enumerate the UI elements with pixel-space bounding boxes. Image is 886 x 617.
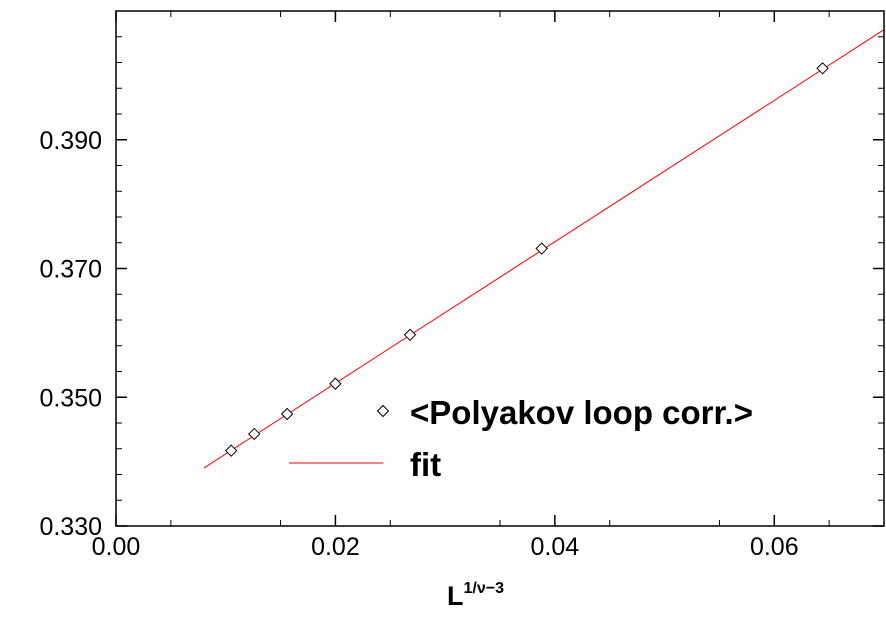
- x-tick-label: 0.06: [750, 533, 799, 561]
- x-axis-label-base: L: [447, 581, 464, 611]
- x-tick-label: 0.00: [92, 533, 141, 561]
- x-axis-label-superscript: 1/ν−3: [464, 580, 505, 597]
- data-point: [280, 407, 294, 421]
- data-point: [535, 242, 548, 255]
- y-tick-label: 0.330: [39, 513, 102, 541]
- legend-diamond-marker: [376, 404, 390, 418]
- x-axis-label: L1/ν−3: [447, 580, 504, 611]
- y-tick-label: 0.390: [39, 127, 102, 155]
- marker-layer: [224, 62, 829, 457]
- x-tick-label: 0.02: [311, 533, 360, 561]
- x-tick-label: 0.04: [531, 533, 580, 561]
- data-point: [403, 328, 417, 342]
- x-tick-labels: 0.00 0.02 0.04 0.06: [92, 533, 799, 561]
- y-tick-labels: 0.330 0.350 0.370 0.390: [39, 127, 102, 541]
- y-tick-label: 0.350: [39, 384, 102, 412]
- legend-label-polyakov: <Polyakov loop corr.>: [410, 394, 753, 431]
- data-point: [816, 62, 829, 75]
- legend: <Polyakov loop corr.> fit: [289, 394, 753, 483]
- y-tick-label: 0.370: [39, 256, 102, 284]
- legend-label-fit: fit: [410, 446, 441, 483]
- plot-frame: [115, 10, 885, 527]
- data-point: [224, 444, 238, 457]
- minor-ticks: [116, 11, 884, 526]
- data-point: [329, 377, 342, 390]
- data-point: [248, 427, 261, 441]
